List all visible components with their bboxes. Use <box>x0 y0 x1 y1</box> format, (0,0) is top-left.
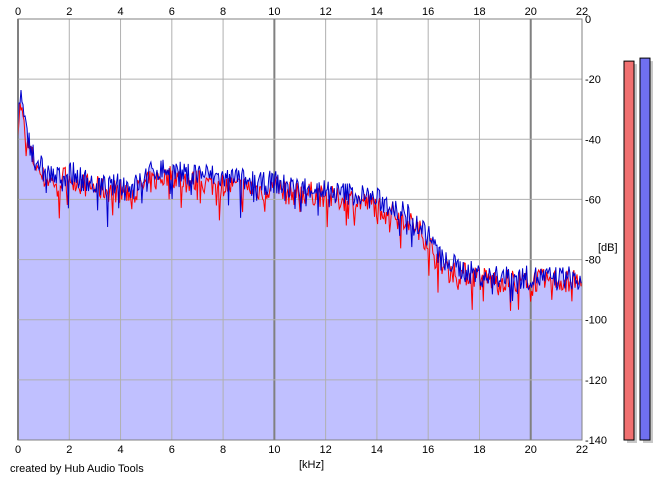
series-line-red <box>17 102 583 311</box>
x-tick-label-top: 2 <box>66 6 72 18</box>
x-tick-label-bottom: 18 <box>473 444 485 456</box>
y-tick-labels: 0 -20 -40 -60 -80 -100 -120 -140 <box>585 14 607 447</box>
x-tick-label-top: 22 <box>576 6 588 18</box>
x-tick-label-top: 10 <box>268 6 280 18</box>
x-tick-label-bottom: 8 <box>220 444 226 456</box>
x-tick-label-top: 16 <box>422 6 434 18</box>
x-tick-label-bottom: 10 <box>268 444 280 456</box>
y-tick-label: -20 <box>585 74 601 86</box>
x-axis-label: [kHz] <box>299 459 324 471</box>
x-tick-label-top: 18 <box>473 6 485 18</box>
x-tick-label-top: 4 <box>117 6 123 18</box>
x-tick-label-bottom: 0 <box>15 444 21 456</box>
x-tick-labels-bottom: 0 2 4 6 8 10 12 14 16 18 20 22 <box>15 444 588 456</box>
y-axis-label: [dB] <box>598 242 618 254</box>
plot-frame <box>17 18 583 441</box>
spectrum-fill-area <box>18 90 582 440</box>
x-tick-label-top: 8 <box>220 6 226 18</box>
y-tick-label: 0 <box>585 14 591 26</box>
x-tick-labels-top: 0 2 4 6 8 10 12 14 16 18 20 22 <box>15 6 588 18</box>
x-tick-label-bottom: 20 <box>525 444 537 456</box>
spectrum-series <box>17 89 583 311</box>
x-tick-label-bottom: 22 <box>576 444 588 456</box>
x-tick-label-top: 20 <box>525 6 537 18</box>
x-tick-label-bottom: 6 <box>169 444 175 456</box>
level-meter-bar <box>623 60 635 441</box>
x-tick-label-top: 14 <box>371 6 383 18</box>
level-meter-bar <box>639 57 651 441</box>
y-tick-label: -120 <box>585 375 607 387</box>
level-meters <box>623 57 653 443</box>
x-tick-label-bottom: 12 <box>320 444 332 456</box>
y-tick-label: -80 <box>585 255 601 267</box>
spectrum-fill <box>18 90 582 440</box>
x-tick-label-bottom: 2 <box>66 444 72 456</box>
y-tick-label: -140 <box>585 435 607 447</box>
series-line-blue <box>17 89 583 303</box>
credit-text: created by Hub Audio Tools <box>10 463 144 475</box>
x-tick-label-top: 6 <box>169 6 175 18</box>
x-tick-label-bottom: 16 <box>422 444 434 456</box>
x-tick-label-top: 0 <box>15 6 21 18</box>
y-tick-label: -40 <box>585 134 601 146</box>
y-tick-label: -100 <box>585 315 607 327</box>
x-tick-label-bottom: 14 <box>371 444 383 456</box>
y-tick-label: -60 <box>585 194 601 206</box>
x-tick-label-top: 12 <box>320 6 332 18</box>
x-tick-label-bottom: 4 <box>117 444 123 456</box>
